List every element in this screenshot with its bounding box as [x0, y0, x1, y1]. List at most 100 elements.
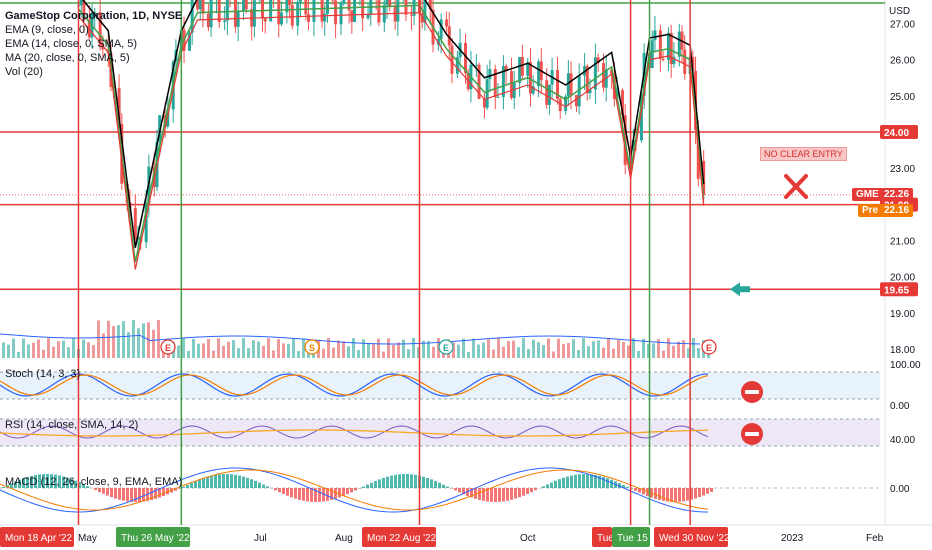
candle-body	[98, 12, 102, 47]
rsi-ma-line	[0, 429, 709, 437]
volume-bar	[217, 338, 220, 358]
macd-histogram-bar	[482, 488, 485, 501]
volume-bar	[297, 351, 300, 358]
macd-histogram-bar	[330, 488, 333, 500]
macd-histogram-bar	[454, 488, 457, 491]
stoch-band	[0, 372, 880, 399]
candle-body	[447, 26, 451, 46]
candle-body	[307, 14, 311, 22]
price-tick-label: 21.00	[890, 236, 915, 247]
macd-histogram-bar	[258, 482, 261, 488]
volume-bar	[662, 350, 665, 358]
macd-histogram-bar	[46, 474, 49, 488]
volume-bar	[82, 339, 85, 358]
candle-body	[385, 0, 389, 5]
macd-histogram-bar	[106, 488, 109, 496]
macd-histogram-bar	[358, 488, 361, 489]
macd-histogram-bar	[254, 480, 257, 488]
macd-histogram-bar	[346, 488, 349, 495]
volume-bar	[497, 338, 500, 358]
volume-bar	[207, 338, 210, 358]
macd-histogram-bar	[546, 484, 549, 488]
volume-bar	[257, 341, 260, 358]
macd-histogram-bar	[354, 488, 357, 491]
macd-histogram-bar	[598, 475, 601, 488]
candle-body	[252, 0, 256, 27]
volume-bar	[87, 342, 90, 358]
price-tick-label: 27.00	[890, 20, 915, 31]
macd-histogram-bar	[142, 488, 145, 502]
event-marker	[701, 339, 717, 355]
candle-body	[547, 84, 551, 105]
date-flag-label: Tue	[597, 533, 614, 544]
macd-histogram-bar	[262, 484, 265, 488]
volume-bar	[187, 350, 190, 358]
candle-body	[93, 12, 97, 14]
candle-body	[428, 0, 432, 10]
candle-body	[504, 65, 508, 72]
candle-body	[296, 1, 300, 26]
volume-bar	[97, 320, 100, 358]
macd-histogram-bar	[102, 488, 105, 494]
level-tag	[880, 124, 918, 139]
volume-bar	[492, 349, 495, 358]
macd-histogram-bar	[434, 481, 437, 488]
macd-histogram-bar	[458, 488, 461, 493]
macd-histogram-bar	[610, 479, 613, 488]
macd-histogram-bar	[574, 474, 577, 488]
candle-body	[101, 46, 105, 50]
macd-histogram-bar	[334, 488, 337, 499]
volume-bar	[267, 338, 270, 358]
volume-bar	[322, 348, 325, 358]
volume-bar	[392, 344, 395, 358]
macd-histogram-bar	[562, 477, 565, 488]
volume-bar	[102, 333, 105, 358]
volume-bar	[347, 346, 350, 358]
candle-body	[672, 56, 676, 65]
candle-body	[436, 38, 440, 45]
date-flag	[362, 527, 436, 547]
macd-histogram-bar	[230, 474, 233, 488]
macd-histogram-bar	[502, 488, 505, 502]
volume-bar	[247, 348, 250, 358]
date-flag	[612, 527, 650, 547]
event-marker	[304, 339, 320, 355]
macd-histogram-bar	[634, 488, 637, 491]
volume-bar	[652, 343, 655, 358]
volume-bar	[657, 339, 660, 358]
volume-bar	[232, 340, 235, 358]
candle-body	[361, 0, 365, 19]
macd-histogram-bar	[202, 478, 205, 488]
volume-bar	[112, 326, 115, 358]
macd-histogram-bar	[34, 475, 37, 488]
volume-bar	[507, 340, 510, 358]
macd-histogram-bar	[314, 488, 317, 502]
month-tick-label: 2023	[781, 533, 804, 544]
macd-histogram-bar	[698, 488, 701, 498]
candle-body	[593, 57, 597, 90]
macd-histogram-bar	[318, 488, 321, 502]
volume-bar	[227, 341, 230, 358]
macd-histogram-bar	[678, 488, 681, 502]
macd-histogram-bar	[54, 474, 57, 488]
volume-bar	[367, 342, 370, 358]
volume-bar	[422, 340, 425, 358]
macd-histogram-bar	[366, 484, 369, 488]
volume-bar	[472, 338, 475, 358]
macd-histogram-bar	[398, 474, 401, 488]
level-tag	[880, 282, 918, 297]
event-marker-label: E	[165, 343, 171, 353]
macd-histogram-bar	[694, 488, 697, 499]
macd-histogram-bar	[98, 488, 101, 492]
candle-body	[518, 57, 522, 83]
candle-body	[144, 202, 148, 243]
volume-bar	[237, 348, 240, 358]
stop-icon	[741, 423, 763, 445]
macd-histogram-bar	[66, 477, 69, 488]
macd-histogram-bar	[266, 486, 269, 488]
volume-bar	[17, 351, 20, 358]
volume-bar	[502, 346, 505, 358]
volume-bar	[222, 345, 225, 358]
macd-histogram-bar	[682, 488, 685, 502]
macd-histogram-bar	[410, 474, 413, 488]
